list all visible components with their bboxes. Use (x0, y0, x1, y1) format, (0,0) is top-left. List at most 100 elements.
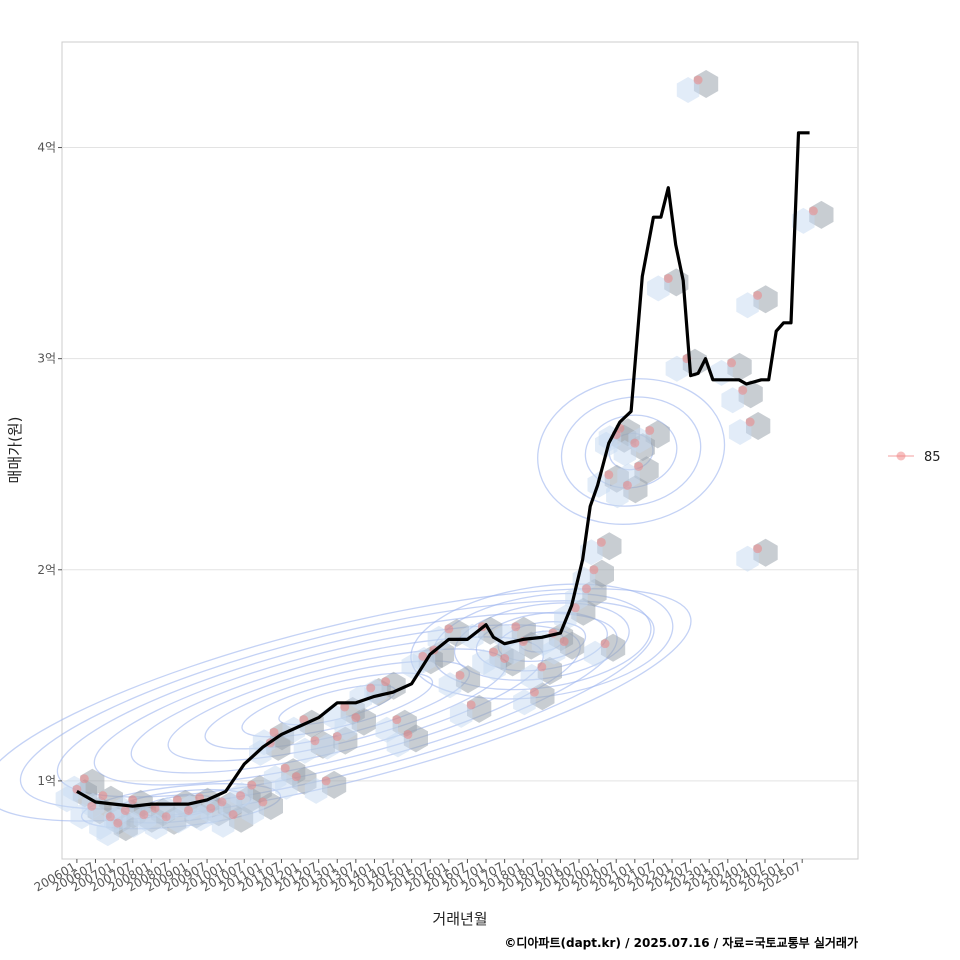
transaction-point (753, 290, 763, 300)
transaction-point (87, 801, 97, 811)
hexbin-cell-light (542, 638, 566, 665)
transaction-point (183, 805, 193, 815)
transaction-point (247, 780, 257, 790)
hexbin-cell-light (449, 701, 473, 728)
transaction-point (596, 537, 606, 547)
y-tick-label: 3억 (37, 352, 56, 366)
transaction-point (529, 687, 539, 697)
transaction-point (269, 727, 279, 737)
transaction-point (738, 385, 748, 395)
transaction-point (630, 438, 640, 448)
transaction-point (120, 805, 130, 815)
transaction-point (351, 713, 361, 723)
hexbin-cell-light (275, 773, 298, 800)
transaction-point (511, 622, 521, 632)
transaction-point (589, 565, 599, 575)
transaction-point (808, 206, 818, 216)
transaction-point (258, 797, 268, 807)
transaction-point (98, 791, 108, 801)
contour-ring (0, 588, 692, 822)
legend-label: 85 (924, 450, 941, 465)
transaction-point (444, 624, 454, 634)
transaction-point (310, 736, 320, 746)
transaction-point (663, 273, 673, 283)
hexbin-cell-light (483, 655, 506, 682)
transaction-point (634, 461, 644, 471)
transaction-point (600, 639, 610, 649)
transaction-point (113, 818, 123, 828)
hexbin-cell-light (241, 799, 265, 825)
transaction-point (745, 417, 755, 427)
transaction-point (291, 772, 301, 782)
hexbin-cell-light (736, 545, 759, 572)
transaction-point (206, 803, 216, 813)
transaction-point (217, 797, 227, 807)
hexbin-cell-light (721, 387, 744, 414)
transaction-point (604, 470, 614, 480)
transaction-point (332, 732, 342, 742)
grid-lines (62, 147, 858, 782)
contour-ring (537, 378, 726, 525)
transaction-point (128, 795, 138, 805)
transaction-point (340, 702, 350, 712)
hexbin-cell-light (728, 419, 752, 445)
transaction-point (161, 812, 171, 822)
hexbin-cell-light (606, 482, 629, 509)
x-axis-title: 거래년월 (432, 910, 487, 928)
transaction-point (381, 677, 391, 687)
transaction-point (366, 683, 376, 693)
y-tick-label: 4억 (37, 141, 56, 155)
moving-average-line (76, 131, 810, 808)
hexbin-cell-light (211, 811, 235, 838)
transaction-point (236, 791, 246, 801)
hexbin-cell-light (386, 731, 410, 758)
transaction-point (753, 544, 763, 554)
transaction-point (581, 584, 591, 594)
transaction-point (392, 715, 402, 725)
legend-point-swatch (896, 451, 906, 461)
transaction-point (403, 729, 413, 739)
contour-ring (19, 600, 655, 810)
transaction-point (280, 763, 290, 773)
transaction-point (693, 75, 703, 85)
x-axis-ticks: 2006012006072007012007072008012008072009… (32, 859, 804, 895)
y-tick-label: 2억 (37, 563, 56, 577)
hexbin-cell-light (583, 640, 607, 667)
hexbin-cell-light (252, 729, 276, 756)
transaction-point (321, 776, 331, 786)
transaction-point (488, 647, 498, 657)
legend: 85 (888, 450, 941, 465)
transaction-point (559, 637, 569, 647)
transaction-point (727, 358, 737, 368)
hexbin-cell-light (665, 355, 689, 382)
transaction-point (228, 810, 238, 820)
transaction-point (537, 662, 547, 672)
hexbin-cell-light (438, 672, 462, 699)
transaction-point (466, 700, 476, 710)
transaction-point (622, 480, 632, 490)
transaction-point (139, 810, 149, 820)
hexbin-cell-light (736, 292, 759, 319)
hexbin-cell-light (304, 777, 328, 804)
y-tick-label: 1억 (37, 774, 56, 788)
transaction-point (105, 812, 115, 822)
hexbin-cell-light (617, 463, 640, 490)
transaction-point (418, 651, 428, 661)
y-axis-title: 매매가(원) (6, 417, 24, 484)
transaction-point (172, 795, 182, 805)
transaction-point (500, 653, 510, 663)
moving-average-layer (76, 131, 810, 808)
transaction-point (79, 774, 89, 784)
hexbin-cell-light (293, 737, 317, 764)
contour-ring (560, 396, 702, 507)
contour-ring (56, 612, 618, 798)
transaction-point (645, 425, 655, 435)
hexbin-layer (55, 70, 834, 847)
hexbin-cell-light (427, 625, 451, 652)
transaction-point (150, 803, 160, 813)
hexbin-cell-light (792, 207, 815, 234)
hexbin-cell-light (513, 689, 536, 716)
hexbin-cell-light (520, 663, 544, 690)
hexbin-cell-light (316, 733, 339, 760)
